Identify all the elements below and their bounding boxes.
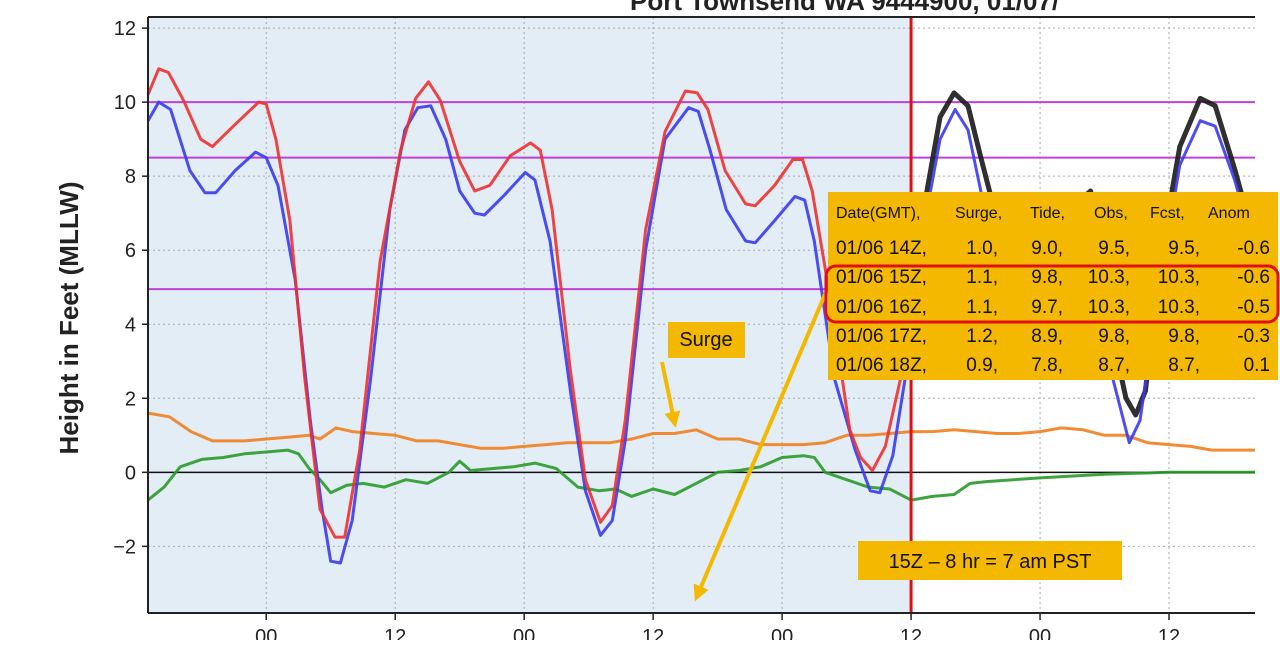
table-cell: 9.5, (1168, 238, 1200, 259)
table-header: Surge, (955, 205, 1002, 222)
table-header: Date(GMT), (836, 205, 920, 222)
x-tick-label: 12 (384, 626, 406, 640)
arrow (660, 361, 681, 428)
table-header: Tide, (1030, 205, 1065, 222)
annotations: Surge 15Z – 8 hr = 7 am PST Date(GMT), Su… (660, 192, 1280, 602)
table-cell: 1.2, (966, 326, 998, 347)
y-tick-label: 6 (125, 240, 136, 262)
table-cell: 1.0, (966, 238, 998, 259)
arrow (693, 291, 828, 602)
y-axis-label: Height in Feet (MLLW) (54, 182, 84, 455)
x-tick-label: 12 (1158, 626, 1180, 640)
table-cell: 1.1, (966, 267, 998, 288)
table-cell: 01/06 18Z, (836, 355, 927, 376)
table-cell: 0.9, (966, 355, 998, 376)
conversion-box (858, 541, 1122, 580)
table-cell: 9.5, (1098, 238, 1130, 259)
y-tick-label: −2 (113, 536, 136, 558)
x-tick-label: 00 (771, 626, 793, 640)
x-tick-label: 00 (255, 626, 277, 640)
series-line (146, 67, 913, 539)
table-cell: 8.9, (1031, 326, 1063, 347)
table-cell: 10.3, (1088, 297, 1130, 318)
x-tick-label: 00 (513, 626, 535, 640)
table-cell: 9.8, (1098, 326, 1130, 347)
observed-region (148, 17, 912, 613)
table-cell: 9.8, (1168, 326, 1200, 347)
table-cell: 10.3, (1158, 297, 1200, 318)
table-cell: 10.3, (1158, 267, 1200, 288)
surge-box (668, 322, 745, 358)
table-cell: 8.7, (1098, 355, 1130, 376)
table-cell: 01/06 17Z, (836, 326, 927, 347)
surge-label: Surge (679, 329, 732, 351)
table-box (828, 192, 1278, 380)
table-cell: 10.3, (1088, 267, 1130, 288)
table-cell: -0.5 (1237, 297, 1270, 318)
table-cell: 8.7, (1168, 355, 1200, 376)
series-line (147, 411, 1255, 452)
table-cell: 1.1, (966, 297, 998, 318)
y-tick-label: 8 (125, 166, 136, 188)
table-cell: 9.7, (1031, 297, 1063, 318)
y-tick-label: 4 (125, 314, 136, 336)
data-table: Date(GMT), Surge, Tide, Obs, Fcst, Anom 01/06 … (836, 205, 1270, 376)
y-tick-label: 12 (114, 18, 136, 40)
table-header: Obs, (1094, 205, 1128, 222)
table-cell: 0.1 (1244, 355, 1270, 376)
table-cell: -0.6 (1237, 238, 1270, 259)
table-header: Fcst, (1150, 205, 1185, 222)
x-tick-label: 12 (642, 626, 664, 640)
table-cell: -0.3 (1237, 326, 1270, 347)
highlight-box (824, 264, 1280, 324)
table-cell: 9.8, (1031, 267, 1063, 288)
table-header: Anom (1208, 205, 1250, 222)
x-tick-label: 12 (900, 626, 922, 640)
x-tick-label: 00 (1029, 626, 1051, 640)
table-cell: 7.8, (1031, 355, 1063, 376)
conversion-label: 15Z – 8 hr = 7 am PST (889, 551, 1092, 573)
table-cell: 01/06 16Z, (836, 297, 927, 318)
y-tick-label: 0 (125, 462, 136, 484)
table-cell: 01/06 14Z, (836, 238, 927, 259)
table-cell: 01/06 15Z, (836, 267, 927, 288)
y-tick-label: 10 (114, 92, 136, 114)
table-cell: -0.6 (1237, 267, 1270, 288)
chart-title: Port Townsend WA 9444900, 01/07/ (630, 0, 1059, 16)
table-cell: 9.0, (1031, 238, 1063, 259)
y-tick-label: 2 (125, 388, 136, 410)
